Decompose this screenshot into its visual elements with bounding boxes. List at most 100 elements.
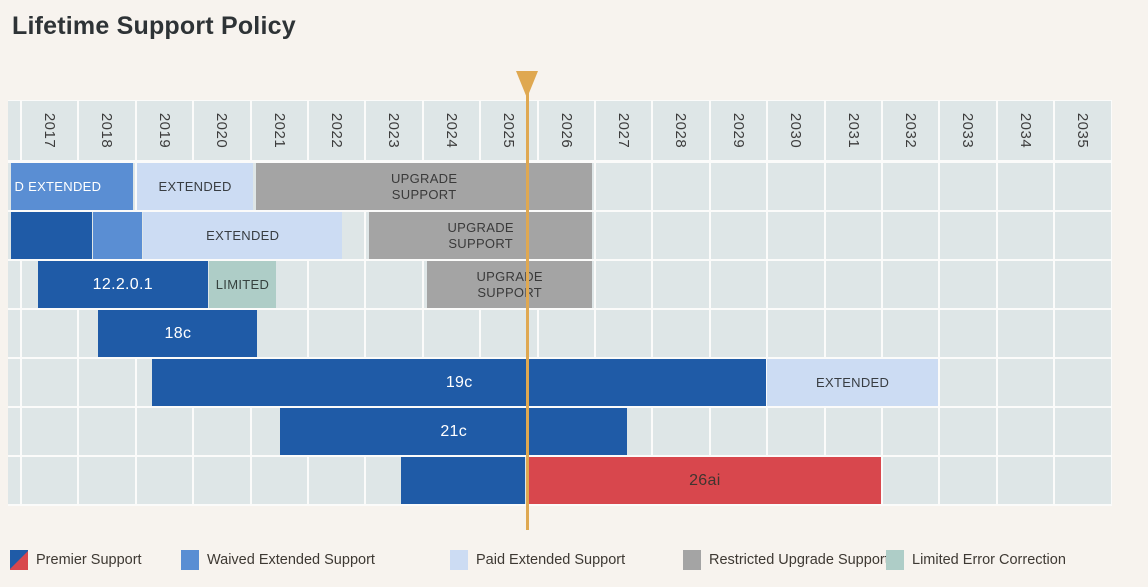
year-label: 2022 <box>328 112 346 149</box>
grid-cell <box>883 261 939 308</box>
grid-cell <box>825 261 881 308</box>
legend: Premier Support Waived Extended Support Pa… <box>0 550 1148 576</box>
grid-cell <box>22 408 78 455</box>
legend-item: Premier Support <box>10 550 142 570</box>
grid-cell <box>825 408 881 455</box>
grid-cell <box>251 310 307 357</box>
grid-cell <box>309 457 365 504</box>
grid-cell <box>768 408 824 455</box>
grid-cell <box>940 163 996 210</box>
grid-cell <box>22 457 78 504</box>
year-header-cell: 2019 <box>136 101 193 160</box>
year-label: 2018 <box>98 112 116 149</box>
grid-cell <box>8 457 20 504</box>
page-title: Lifetime Support Policy <box>12 12 296 40</box>
year-label: 2028 <box>672 112 690 149</box>
grid-cell <box>22 359 78 406</box>
grid-cell <box>825 163 881 210</box>
grid-cell <box>940 359 996 406</box>
legend-swatch-waived_extended <box>181 550 199 570</box>
grid-cell <box>1055 212 1111 259</box>
legend-label: Restricted Upgrade Support <box>709 552 889 568</box>
grid-cell <box>596 261 652 308</box>
grid-cell <box>768 163 824 210</box>
grid-cell <box>997 457 1054 504</box>
grid-cell <box>366 261 422 308</box>
grid-cell <box>136 457 193 504</box>
grid-cell <box>883 212 939 259</box>
grid-cell <box>710 310 767 357</box>
grid-cell <box>653 261 709 308</box>
grid-cell <box>79 359 135 406</box>
grid-cell <box>768 310 824 357</box>
bar-label: EXTENDED <box>206 227 280 243</box>
year-header-cell: 2035 <box>1055 101 1111 160</box>
grid-cell <box>251 457 307 504</box>
grid-cell <box>423 310 480 357</box>
grid-cell <box>194 457 250 504</box>
grid-cell <box>883 457 939 504</box>
bar-premier_red: 26ai <box>528 457 882 504</box>
year-header-cell: 2030 <box>768 101 824 160</box>
grid-cell <box>768 212 824 259</box>
bar-waived_extended: D EXTENDED <box>10 163 134 210</box>
year-header-cell: 2031 <box>825 101 881 160</box>
bar-premier: 21c <box>280 408 628 455</box>
grid-cell <box>1055 261 1111 308</box>
grid-cell <box>940 212 996 259</box>
grid-cell <box>8 101 20 160</box>
grid-cell <box>883 408 939 455</box>
year-header-cell: 2018 <box>79 101 135 160</box>
grid-cell <box>997 408 1054 455</box>
grid-cell <box>997 212 1054 259</box>
grid-cell <box>1055 359 1111 406</box>
bar-premier: 18c <box>98 310 258 357</box>
year-label: 2027 <box>615 112 633 149</box>
grid-cell <box>8 408 20 455</box>
bar-label: UPGRADE SUPPORT <box>476 268 543 300</box>
grid-cell <box>596 163 652 210</box>
bar-premier: 12.2.0.1 <box>38 261 208 308</box>
grid-cell <box>22 310 78 357</box>
legend-item: Waived Extended Support <box>181 550 375 570</box>
year-header-cell: 2029 <box>710 101 767 160</box>
legend-label: Waived Extended Support <box>207 552 375 568</box>
legend-item: Restricted Upgrade Support <box>683 550 889 570</box>
grid-cell <box>940 310 996 357</box>
grid-cell <box>997 359 1054 406</box>
bar-label: 12.2.0.1 <box>92 275 153 293</box>
year-header-cell: 2024 <box>423 101 480 160</box>
grid-cell <box>8 261 20 308</box>
grid-cell <box>883 310 939 357</box>
year-header-cell: 2023 <box>366 101 422 160</box>
year-label: 2032 <box>902 112 920 149</box>
year-header-cell: 2032 <box>883 101 939 160</box>
legend-swatch-limited_error <box>886 550 904 570</box>
grid-cell <box>596 310 652 357</box>
bar-label: UPGRADE SUPPORT <box>390 170 458 202</box>
grid-cell <box>825 310 881 357</box>
grid-cell <box>8 359 20 406</box>
bar-label: EXTENDED <box>158 178 232 194</box>
grid-cell <box>1055 457 1111 504</box>
grid-cell <box>136 408 193 455</box>
grid-cell <box>596 212 652 259</box>
year-label: 2034 <box>1016 112 1034 149</box>
grid-cell <box>653 408 709 455</box>
grid-cell <box>883 163 939 210</box>
year-label: 2017 <box>41 112 59 149</box>
grid-cell <box>1055 408 1111 455</box>
grid-cell <box>366 310 422 357</box>
bar-paid_extended: EXTENDED <box>767 359 939 406</box>
grid-cell <box>309 310 365 357</box>
bar-paid_extended: EXTENDED <box>136 163 254 210</box>
bar-waived_extended <box>93 212 143 259</box>
year-label: 2024 <box>442 112 460 149</box>
grid-cell <box>710 212 767 259</box>
year-label: 2030 <box>787 112 805 149</box>
year-label: 2021 <box>270 112 288 149</box>
year-header-cell: 2017 <box>22 101 78 160</box>
bar-paid_extended: EXTENDED <box>143 212 343 259</box>
year-label: 2026 <box>557 112 575 149</box>
year-header-cell: 2033 <box>940 101 996 160</box>
